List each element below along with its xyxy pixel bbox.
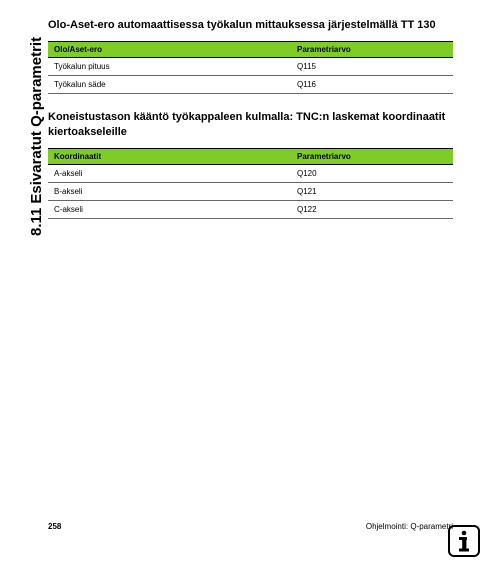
table2-header-col2: Parametriarvo bbox=[291, 148, 453, 164]
table1-cell: Työkalun pituus bbox=[48, 57, 291, 75]
footer-text: Ohjelmointi: Q-parametri bbox=[366, 522, 453, 531]
table2-cell: Q122 bbox=[291, 200, 453, 218]
table-row: A-akseli Q120 bbox=[48, 164, 453, 182]
table1-header-col2: Parametriarvo bbox=[291, 41, 453, 57]
main-content: Olo-Aset-ero automaattisessa työkalun mi… bbox=[48, 18, 453, 235]
table-row: B-akseli Q121 bbox=[48, 182, 453, 200]
table2-cell: Q120 bbox=[291, 164, 453, 182]
table-koordinaatit: Koordinaatit Parametriarvo A-akseli Q120… bbox=[48, 148, 453, 219]
table2-cell: C-akseli bbox=[48, 200, 291, 218]
table-row: Työkalun pituus Q115 bbox=[48, 57, 453, 75]
info-glyph-icon bbox=[457, 530, 471, 552]
section2-title: Koneistustason kääntö työkappaleen kulma… bbox=[48, 110, 453, 140]
table2-header-col1: Koordinaatit bbox=[48, 148, 291, 164]
page-number: 258 bbox=[48, 522, 61, 531]
table2-cell: A-akseli bbox=[48, 164, 291, 182]
table2-cell: Q121 bbox=[291, 182, 453, 200]
sidebar-title: Esivaratut Q-parametrit bbox=[28, 37, 45, 204]
info-icon bbox=[448, 525, 480, 557]
table-olo-aset: Olo/Aset-ero Parametriarvo Työkalun pitu… bbox=[48, 41, 453, 94]
section-number: 8.11 bbox=[28, 208, 45, 236]
page-footer: 258 Ohjelmointi: Q-parametri bbox=[48, 522, 453, 531]
section1-title: Olo-Aset-ero automaattisessa työkalun mi… bbox=[48, 18, 453, 33]
table1-cell: Q116 bbox=[291, 75, 453, 93]
table1-cell: Työkalun säde bbox=[48, 75, 291, 93]
table1-header-col1: Olo/Aset-ero bbox=[48, 41, 291, 57]
sidebar-heading: 8.11 Esivaratut Q-parametrit bbox=[28, 37, 45, 236]
table2-cell: B-akseli bbox=[48, 182, 291, 200]
table-row: C-akseli Q122 bbox=[48, 200, 453, 218]
table1-cell: Q115 bbox=[291, 57, 453, 75]
table-row: Työkalun säde Q116 bbox=[48, 75, 453, 93]
